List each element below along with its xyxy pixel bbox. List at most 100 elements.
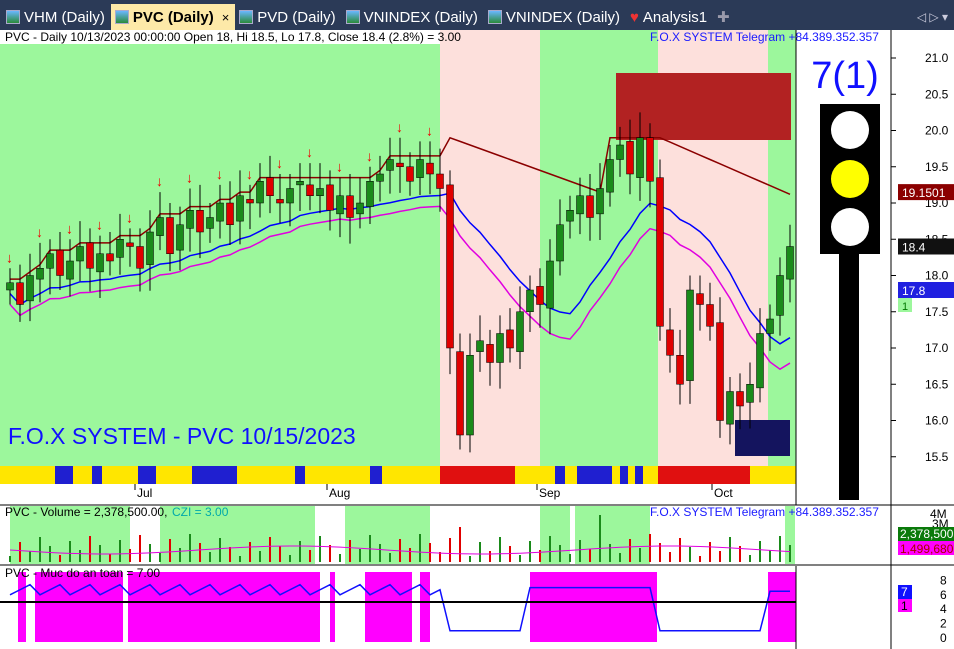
volume-bar	[669, 552, 671, 562]
volume-bar	[349, 540, 351, 562]
candle-body	[296, 181, 304, 186]
volume-bar	[79, 550, 81, 562]
y-tick-label: 20.5	[925, 87, 949, 101]
add-tab-icon[interactable]: ✚	[717, 9, 730, 26]
candle-body	[546, 260, 554, 309]
candle-body	[746, 384, 754, 403]
bull-zone	[0, 30, 440, 466]
tab-vhm[interactable]: VHM (Daily)	[2, 4, 111, 30]
volume-panel[interactable]: PVC - Volume = 2,378,500.00, CZI = 3.00 F.…	[0, 505, 954, 566]
safe-zone	[35, 572, 123, 642]
trend-color-bar	[0, 466, 796, 484]
y-tick-label: 0	[940, 631, 947, 645]
volume-bar	[639, 548, 641, 562]
volume-bar	[289, 555, 291, 562]
tab-label: PVD (Daily)	[257, 8, 336, 26]
x-tick-label: Oct	[714, 486, 733, 500]
candle-body	[676, 355, 684, 385]
volume-bar	[29, 551, 31, 562]
candle-body	[596, 188, 604, 215]
candle-body	[786, 246, 794, 280]
volume-bar	[569, 554, 571, 562]
candle-body	[76, 246, 84, 262]
chart-icon	[345, 10, 360, 24]
volume-bar	[619, 553, 621, 562]
volume-bar	[19, 542, 21, 562]
volume-bar	[439, 552, 441, 562]
resistance-box	[616, 73, 791, 140]
candle-body	[156, 217, 164, 236]
price-tag	[898, 184, 954, 201]
trend-bar-block	[658, 466, 750, 484]
sell-arrow-icon: ↓	[156, 173, 163, 189]
y-tick-label: 21.0	[925, 51, 949, 65]
safe-zone	[420, 572, 430, 642]
candle-body	[516, 311, 524, 352]
volume-bar	[229, 547, 231, 562]
candle-body	[476, 340, 484, 352]
candle-body	[26, 275, 34, 302]
candle-body	[386, 159, 394, 171]
trend-bar-block	[555, 466, 565, 484]
tab-pvd[interactable]: PVD (Daily)	[235, 4, 341, 30]
ma-tag	[898, 541, 954, 555]
volume-bar	[159, 553, 161, 562]
tab-label: Analysis1	[642, 8, 708, 26]
candle-body	[456, 351, 464, 436]
tab-pvc[interactable]: PVC (Daily) ×	[110, 4, 236, 30]
candle-body	[686, 289, 694, 381]
tab-vnindex-2[interactable]: VNINDEX (Daily)	[484, 4, 626, 30]
candle-body	[536, 286, 544, 305]
candle-body	[216, 202, 224, 222]
safety-header: PVC - Muc do an toan = 7.00	[5, 566, 160, 580]
candle-body	[56, 249, 64, 276]
price-panel[interactable]: ↓ ↓ ↓ ↓ ↓ ↓ ↓ ↓ ↓ ↓ ↓ ↓ ↓ ↓ ↓ PVC - Daily 10/13/2023 0…	[0, 30, 954, 649]
volume-bar	[219, 538, 221, 562]
volume-bar	[199, 543, 201, 562]
price-tag	[898, 282, 954, 298]
safe-zone	[365, 572, 412, 642]
tab-vnindex-1[interactable]: VNINDEX (Daily)	[342, 4, 484, 30]
price-tag	[898, 238, 954, 255]
y-tick-label: 16.0	[925, 414, 949, 428]
price-tag-label: 18.4	[902, 241, 926, 255]
volume-bar	[409, 548, 411, 562]
sell-arrow-icon: ↓	[396, 119, 403, 135]
candle-body	[576, 195, 584, 215]
trend-bar-block	[192, 466, 237, 484]
volume-bar	[309, 550, 311, 562]
chart-area[interactable]: ↓ ↓ ↓ ↓ ↓ ↓ ↓ ↓ ↓ ↓ ↓ ↓ ↓ ↓ ↓ PVC - Daily 10/13/2023 0…	[0, 30, 954, 649]
candle-body	[126, 242, 134, 247]
volume-bar	[329, 545, 331, 562]
y-tick-label: 18.0	[925, 269, 949, 283]
y-tick-label: 4M	[930, 507, 947, 521]
trend-bar-block	[55, 466, 73, 484]
candle-body	[106, 253, 114, 262]
volume-bar	[119, 540, 121, 562]
volume-zone	[345, 506, 430, 564]
sell-arrow-icon: ↓	[216, 166, 223, 182]
volume-zone	[160, 506, 315, 564]
volume-bar	[9, 556, 11, 562]
tab-scroll-arrows[interactable]: ◁ ▷ ▾	[916, 10, 948, 24]
candle-body	[306, 184, 314, 196]
volume-bar	[89, 536, 91, 562]
volume-bar	[249, 542, 251, 562]
candle-body	[656, 177, 664, 327]
small-tag	[898, 298, 912, 312]
volume-bar	[59, 555, 61, 562]
trend-bar-block	[635, 466, 643, 484]
trend-bar-block	[577, 466, 612, 484]
tab-analysis1[interactable]: ♥ Analysis1	[626, 4, 713, 30]
chart-icon	[487, 10, 502, 24]
candle-body	[426, 162, 434, 175]
volume-bar	[139, 535, 141, 562]
sell-arrow-icon: ↓	[36, 224, 43, 240]
analysis-icon: ♥	[630, 8, 639, 26]
volume-zone	[785, 506, 795, 564]
safety-line	[9, 583, 790, 632]
close-tab-icon[interactable]: ×	[221, 9, 230, 25]
candle-body	[66, 260, 74, 280]
volume-bar	[739, 546, 741, 562]
